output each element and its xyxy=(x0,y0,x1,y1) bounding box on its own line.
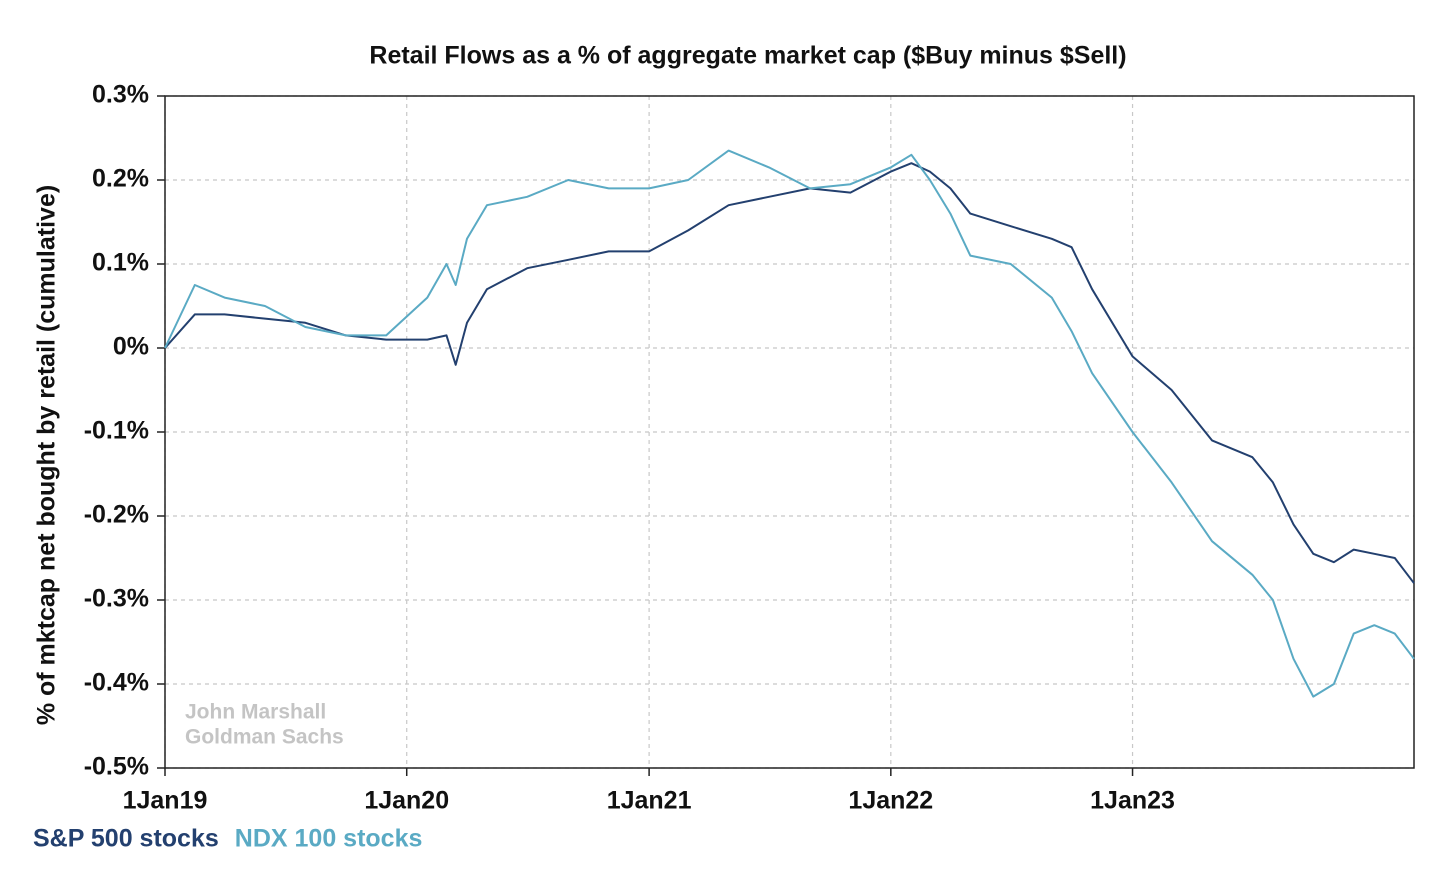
x-tick-label: 1Jan22 xyxy=(848,787,933,815)
y-tick-label: -0.4% xyxy=(84,669,149,697)
line-series xyxy=(164,149,1415,698)
y-tick-label: 0% xyxy=(113,333,149,361)
line-series xyxy=(164,162,1415,584)
y-tick-label: -0.5% xyxy=(84,753,149,781)
x-tick-label: 1Jan19 xyxy=(123,787,208,815)
y-tick-label: -0.1% xyxy=(84,417,149,445)
legend-entry: NDX 100 stocks xyxy=(235,825,423,853)
plot-frame xyxy=(164,95,1415,769)
y-tick-label: 0.2% xyxy=(92,165,149,193)
y-tick-label: 0.3% xyxy=(92,81,149,109)
x-tick-label: 1Jan23 xyxy=(1090,787,1175,815)
chart-title: Retail Flows as a % of aggregate market … xyxy=(369,42,1126,70)
y-tick-label: -0.3% xyxy=(84,585,149,613)
x-tick-label: 1Jan20 xyxy=(364,787,449,815)
annotation: John Marshall xyxy=(185,701,326,724)
y-tick-label: -0.2% xyxy=(84,501,149,529)
x-tick-label: 1Jan21 xyxy=(607,787,692,815)
y-tick-label: 0.1% xyxy=(92,249,149,277)
annotation: Goldman Sachs xyxy=(185,726,344,749)
y-axis-label: % of mktcap net bought by retail (cumula… xyxy=(33,185,61,725)
legend-entry: S&P 500 stocks xyxy=(33,825,219,853)
